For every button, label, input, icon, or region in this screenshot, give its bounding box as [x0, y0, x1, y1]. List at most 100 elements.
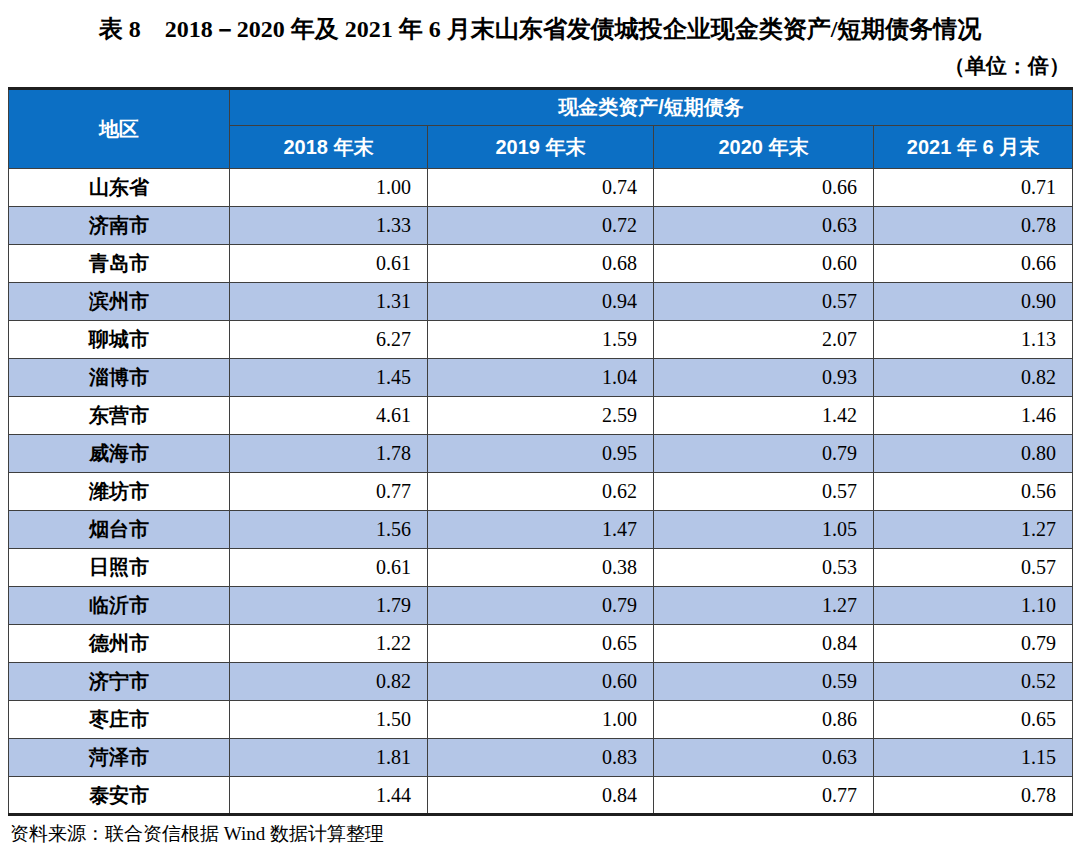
value-cell: 0.79	[654, 435, 874, 473]
value-cell: 0.61	[230, 549, 428, 587]
value-cell: 1.27	[654, 587, 874, 625]
region-cell: 济南市	[9, 207, 230, 245]
value-cell: 0.82	[874, 359, 1073, 397]
table-row: 菏泽市1.810.830.631.15	[9, 739, 1073, 777]
region-cell: 滨州市	[9, 283, 230, 321]
table-body: 山东省1.000.740.660.71济南市1.330.720.630.78青岛…	[9, 169, 1073, 815]
value-cell: 1.15	[874, 739, 1073, 777]
value-cell: 0.79	[428, 587, 654, 625]
value-cell: 0.84	[654, 625, 874, 663]
region-cell: 聊城市	[9, 321, 230, 359]
report-page: 表 8 2018－2020 年及 2021 年 6 月末山东省发债城投企业现金类…	[0, 0, 1080, 851]
table-row: 东营市4.612.591.421.46	[9, 397, 1073, 435]
value-cell: 0.72	[428, 207, 654, 245]
value-cell: 0.65	[874, 701, 1073, 739]
table-row: 聊城市6.271.592.071.13	[9, 321, 1073, 359]
table-row: 青岛市0.610.680.600.66	[9, 245, 1073, 283]
column-header-region: 地区	[9, 89, 230, 169]
value-cell: 1.10	[874, 587, 1073, 625]
table-row: 威海市1.780.950.790.80	[9, 435, 1073, 473]
value-cell: 0.78	[874, 777, 1073, 815]
value-cell: 1.50	[230, 701, 428, 739]
region-cell: 泰安市	[9, 777, 230, 815]
cash-assets-table: 地区 现金类资产/短期债务 2018 年末 2019 年末 2020 年末 20…	[8, 87, 1073, 816]
region-cell: 菏泽市	[9, 739, 230, 777]
value-cell: 0.57	[874, 549, 1073, 587]
table-row: 山东省1.000.740.660.71	[9, 169, 1073, 207]
value-cell: 0.38	[428, 549, 654, 587]
table-row: 济宁市0.820.600.590.52	[9, 663, 1073, 701]
value-cell: 1.47	[428, 511, 654, 549]
value-cell: 4.61	[230, 397, 428, 435]
value-cell: 0.80	[874, 435, 1073, 473]
value-cell: 0.62	[428, 473, 654, 511]
value-cell: 1.59	[428, 321, 654, 359]
value-cell: 1.78	[230, 435, 428, 473]
value-cell: 2.59	[428, 397, 654, 435]
table-header: 地区 现金类资产/短期债务 2018 年末 2019 年末 2020 年末 20…	[9, 89, 1073, 169]
value-cell: 0.61	[230, 245, 428, 283]
value-cell: 1.22	[230, 625, 428, 663]
region-cell: 烟台市	[9, 511, 230, 549]
column-header-2020: 2020 年末	[654, 126, 874, 169]
value-cell: 6.27	[230, 321, 428, 359]
table-title: 表 8 2018－2020 年及 2021 年 6 月末山东省发债城投企业现金类…	[8, 12, 1072, 46]
table-row: 烟台市1.561.471.051.27	[9, 511, 1073, 549]
value-cell: 0.83	[428, 739, 654, 777]
region-cell: 德州市	[9, 625, 230, 663]
column-header-group: 现金类资产/短期债务	[230, 89, 1073, 126]
value-cell: 0.79	[874, 625, 1073, 663]
value-cell: 0.74	[428, 169, 654, 207]
unit-note: （单位：倍）	[8, 52, 1070, 80]
value-cell: 0.82	[230, 663, 428, 701]
value-cell: 1.33	[230, 207, 428, 245]
value-cell: 1.46	[874, 397, 1073, 435]
value-cell: 1.00	[428, 701, 654, 739]
value-cell: 0.66	[874, 245, 1073, 283]
value-cell: 0.68	[428, 245, 654, 283]
value-cell: 0.66	[654, 169, 874, 207]
value-cell: 0.77	[654, 777, 874, 815]
value-cell: 2.07	[654, 321, 874, 359]
value-cell: 1.05	[654, 511, 874, 549]
region-cell: 临沂市	[9, 587, 230, 625]
region-cell: 济宁市	[9, 663, 230, 701]
region-cell: 潍坊市	[9, 473, 230, 511]
region-cell: 威海市	[9, 435, 230, 473]
region-cell: 山东省	[9, 169, 230, 207]
column-header-2018: 2018 年末	[230, 126, 428, 169]
table-row: 济南市1.330.720.630.78	[9, 207, 1073, 245]
value-cell: 1.27	[874, 511, 1073, 549]
value-cell: 0.94	[428, 283, 654, 321]
value-cell: 1.81	[230, 739, 428, 777]
value-cell: 0.56	[874, 473, 1073, 511]
value-cell: 1.79	[230, 587, 428, 625]
column-header-2019: 2019 年末	[428, 126, 654, 169]
value-cell: 1.56	[230, 511, 428, 549]
region-cell: 日照市	[9, 549, 230, 587]
table-row: 日照市0.610.380.530.57	[9, 549, 1073, 587]
value-cell: 0.93	[654, 359, 874, 397]
value-cell: 1.44	[230, 777, 428, 815]
table-row: 临沂市1.790.791.271.10	[9, 587, 1073, 625]
value-cell: 1.45	[230, 359, 428, 397]
value-cell: 1.31	[230, 283, 428, 321]
value-cell: 0.71	[874, 169, 1073, 207]
region-cell: 枣庄市	[9, 701, 230, 739]
value-cell: 1.00	[230, 169, 428, 207]
value-cell: 0.84	[428, 777, 654, 815]
region-cell: 青岛市	[9, 245, 230, 283]
value-cell: 0.60	[428, 663, 654, 701]
source-note: 资料来源：联合资信根据 Wind 数据计算整理	[8, 821, 1072, 847]
value-cell: 0.63	[654, 207, 874, 245]
value-cell: 0.60	[654, 245, 874, 283]
table-row: 泰安市1.440.840.770.78	[9, 777, 1073, 815]
value-cell: 1.04	[428, 359, 654, 397]
value-cell: 0.59	[654, 663, 874, 701]
value-cell: 1.42	[654, 397, 874, 435]
region-cell: 淄博市	[9, 359, 230, 397]
region-cell: 东营市	[9, 397, 230, 435]
value-cell: 0.95	[428, 435, 654, 473]
column-header-2021h1: 2021 年 6 月末	[874, 126, 1073, 169]
table-row: 潍坊市0.770.620.570.56	[9, 473, 1073, 511]
